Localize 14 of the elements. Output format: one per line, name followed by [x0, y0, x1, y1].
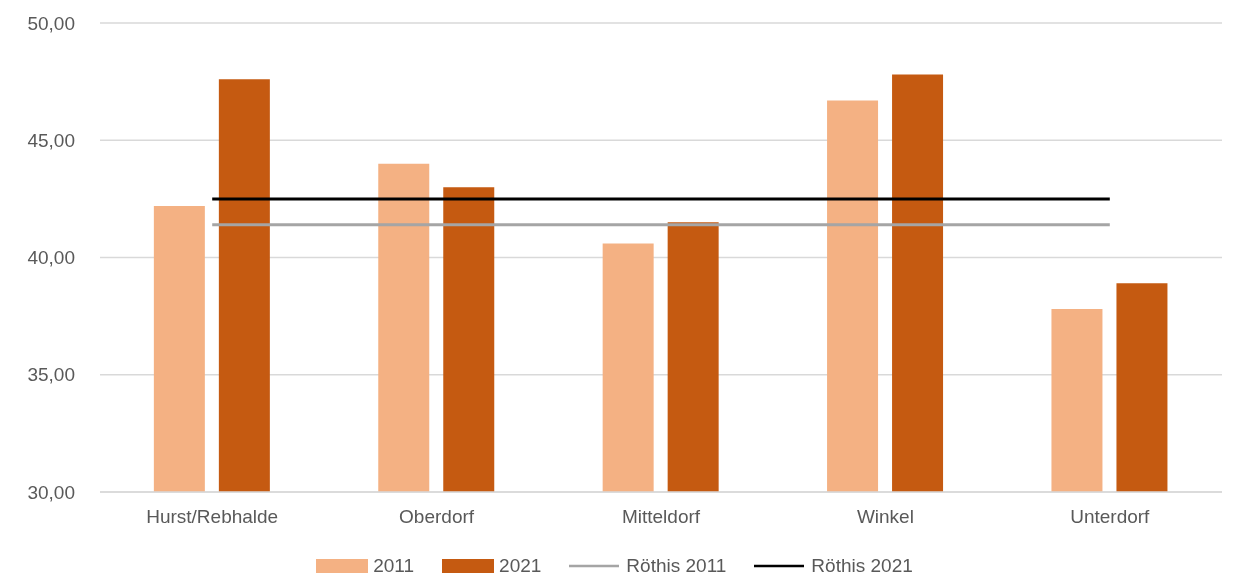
- x-tick-label: Hurst/Rebhalde: [146, 506, 279, 528]
- x-tick-label: Mitteldorf: [621, 506, 701, 528]
- x-tick-label: Winkel: [856, 506, 914, 528]
- y-tick-label: 35,00: [27, 364, 75, 386]
- legend-label: 2021: [499, 555, 542, 577]
- x-tick-label: Unterdorf: [1070, 506, 1151, 528]
- y-tick-label: 50,00: [27, 12, 75, 34]
- legend-label: 2011: [373, 555, 415, 577]
- x-tick-label: Oberdorf: [399, 506, 475, 528]
- y-tick-label: 40,00: [27, 247, 75, 269]
- legend-label: Röthis 2011: [626, 555, 727, 577]
- legend-label: Röthis 2021: [811, 555, 913, 577]
- y-tick-label: 30,00: [27, 481, 75, 503]
- y-tick-label: 45,00: [27, 129, 75, 151]
